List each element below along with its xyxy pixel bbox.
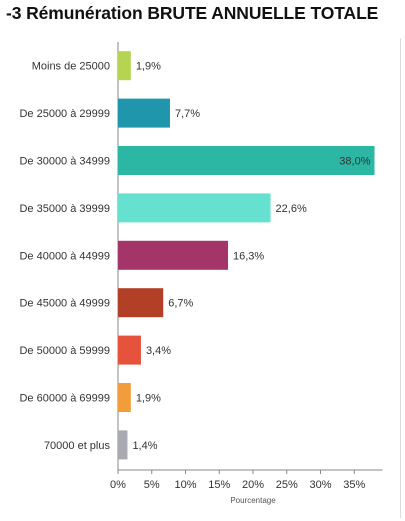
x-tick-label: 10% [174, 479, 196, 491]
category-label: Moins de 25000 [32, 61, 110, 73]
chart-title: -3 Rémunération BRUTE ANNUELLE TOTALE [6, 3, 379, 23]
bar [118, 240, 229, 270]
bar [118, 383, 131, 412]
value-label: 3,4% [146, 345, 171, 357]
bar [118, 98, 170, 128]
x-tick-label: 30% [309, 479, 331, 491]
bar [118, 51, 131, 81]
x-axis-title: Pourcentage [230, 496, 276, 505]
category-label: 70000 et plus [44, 440, 111, 452]
x-tick-label: 25% [276, 479, 298, 491]
x-tick-label: 35% [343, 479, 365, 491]
category-label: De 40000 à 44999 [19, 250, 110, 262]
value-label: 38,0% [339, 156, 370, 168]
category-label: De 50000 à 59999 [19, 345, 110, 357]
category-label: De 30000 à 34999 [19, 156, 110, 168]
panel-edge [400, 38, 401, 518]
value-label: 16,3% [233, 250, 264, 262]
value-label: 1,4% [132, 440, 157, 452]
value-label: 6,7% [168, 298, 193, 310]
category-label: De 45000 à 49999 [19, 298, 110, 310]
bar [118, 430, 128, 460]
bar [118, 193, 271, 223]
value-label: 22,6% [276, 203, 307, 215]
x-tick-label: 0% [110, 479, 126, 491]
category-label: De 35000 à 39999 [19, 203, 110, 215]
bar [118, 288, 164, 318]
value-label: 1,9% [136, 61, 161, 73]
bar [118, 146, 375, 175]
category-label: De 25000 à 29999 [19, 108, 110, 120]
x-tick-label: 20% [242, 479, 264, 491]
x-tick-label: 5% [144, 479, 160, 491]
value-label: 7,7% [175, 108, 200, 120]
bar [118, 335, 141, 365]
category-label: De 60000 à 69999 [19, 393, 110, 405]
value-label: 1,9% [136, 393, 161, 405]
x-tick-label: 15% [208, 479, 230, 491]
